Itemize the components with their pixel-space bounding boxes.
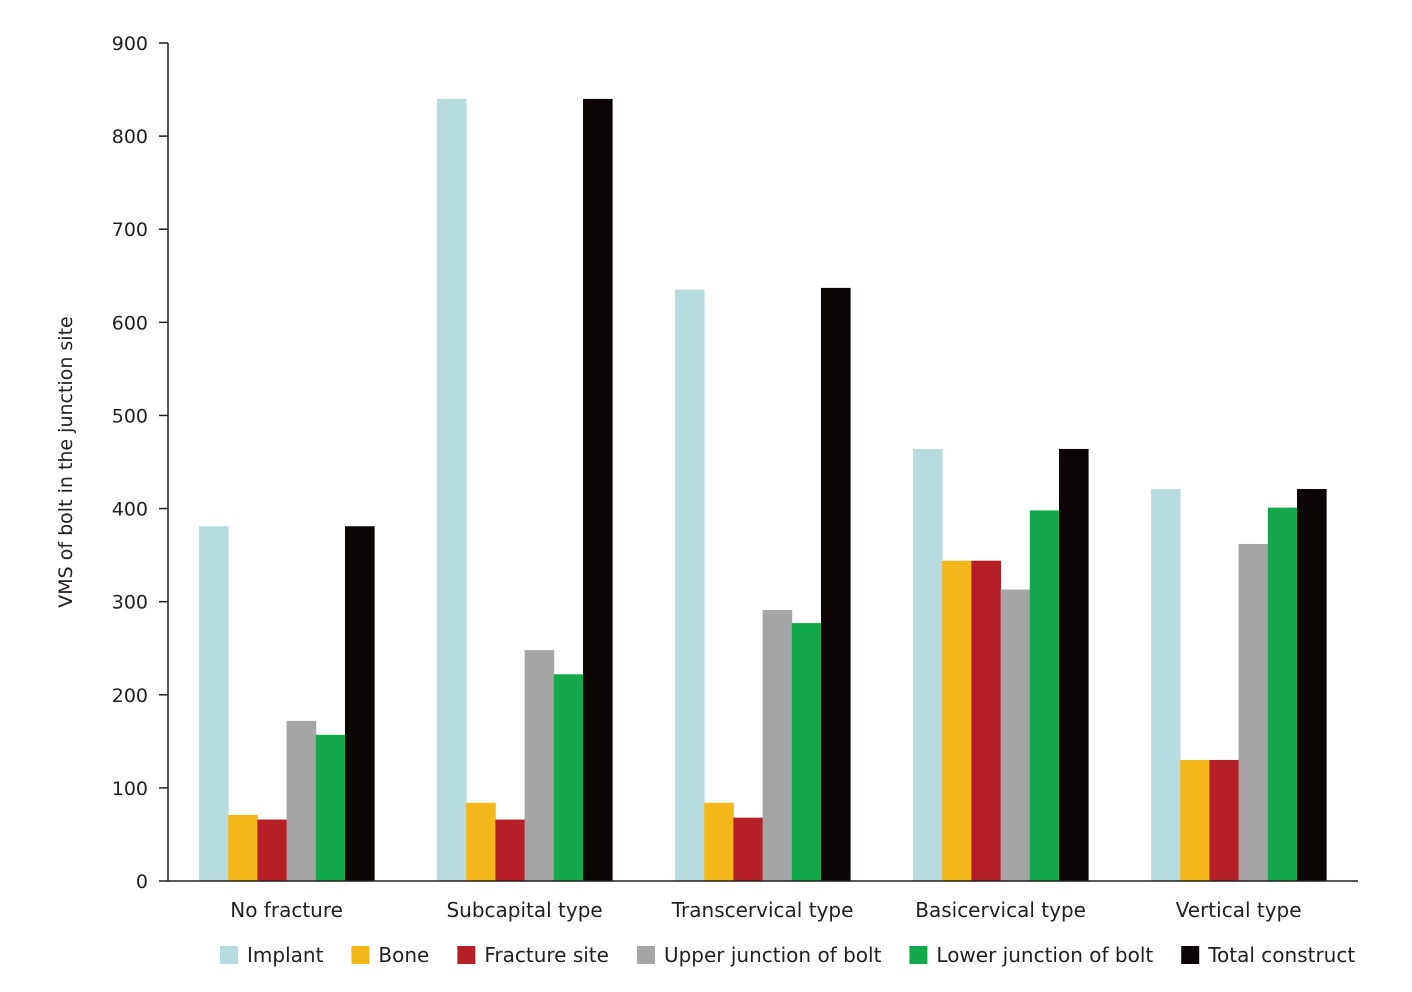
bar-no-fracture-bone (228, 814, 258, 881)
bar-transcervical-type-upper-junction-of-bolt (762, 610, 793, 881)
y-tick-label: 100 (112, 778, 148, 800)
bar-subcapital-type-bone (466, 802, 496, 881)
bar-basicervical-type-bone (942, 560, 972, 881)
bar-vertical-type-total-construct (1297, 489, 1327, 881)
bar-vertical-type-implant (1151, 489, 1181, 881)
legend-label-total-construct: Total construct (1207, 943, 1355, 967)
bar-no-fracture-lower-junction-of-bolt (315, 734, 346, 881)
bar-no-fracture-implant (199, 526, 229, 881)
bar-subcapital-type-lower-junction-of-bolt (553, 674, 584, 881)
bar-transcervical-type-lower-junction-of-bolt (791, 623, 822, 881)
y-tick-label: 400 (112, 499, 148, 521)
axes-layer: No fracture Subcapital type Transcervical … (112, 33, 1358, 922)
x-tick-label: Subcapital type (446, 898, 602, 922)
bar-no-fracture-upper-junction-of-bolt (286, 720, 317, 881)
y-tick-label: 900 (112, 33, 148, 55)
legend-label-lower-junction-of-bolt: Lower junction of bolt (936, 943, 1153, 967)
legend-label-upper-junction-of-bolt: Upper junction of bolt (664, 943, 882, 967)
legend: Implant Bone Fracture site Upper junction o… (220, 943, 1355, 967)
bar-no-fracture-total-construct (345, 526, 375, 881)
legend-swatch-upper-junction-of-bolt (636, 946, 655, 964)
x-tick-label: Vertical type (1176, 898, 1302, 922)
y-axis-label: VMS of bolt in the junction site (55, 316, 77, 607)
x-tick-label: Basicervical type (915, 898, 1086, 922)
y-tick-label: 200 (112, 685, 148, 707)
bar-subcapital-type-implant (437, 98, 467, 882)
bar-subcapital-type-total-construct (583, 98, 613, 882)
bar-basicervical-type-total-construct (1059, 448, 1089, 881)
y-tick-label: 300 (112, 592, 148, 614)
legend-swatch-lower-junction-of-bolt (909, 946, 928, 964)
legend-label-fracture-site: Fracture site (484, 943, 609, 967)
legend-swatch-bone (351, 946, 370, 964)
bar-basicervical-type-fracture-site (971, 560, 1001, 881)
bar-vertical-type-fracture-site (1209, 759, 1239, 881)
y-tick-label: 500 (112, 405, 148, 427)
legend-label-implant: Implant (247, 943, 324, 967)
bar-no-fracture-fracture-site (257, 819, 287, 881)
bar-basicervical-type-lower-junction-of-bolt (1029, 510, 1060, 881)
bar-basicervical-type-upper-junction-of-bolt (1000, 589, 1031, 881)
bar-vertical-type-lower-junction-of-bolt (1267, 507, 1298, 881)
y-tick-label: 800 (112, 126, 148, 148)
bar-basicervical-type-implant (913, 448, 943, 881)
x-tick-label: Transcervical type (671, 898, 854, 922)
y-tick-label: 600 (112, 312, 148, 334)
bar-subcapital-type-fracture-site (495, 819, 525, 881)
bar-transcervical-type-fracture-site (733, 817, 763, 881)
y-tick-label: 0 (136, 871, 148, 893)
bars-layer (199, 98, 1327, 882)
legend-swatch-fracture-site (457, 946, 476, 964)
legend-label-bone: Bone (378, 943, 429, 967)
bar-vertical-type-bone (1180, 759, 1210, 881)
bar-subcapital-type-upper-junction-of-bolt (524, 650, 555, 881)
x-tick-label: No fracture (230, 898, 343, 922)
legend-swatch-implant (220, 946, 238, 964)
bar-transcervical-type-implant (675, 289, 705, 881)
legend-swatch-total-construct (1181, 946, 1200, 964)
y-tick-label: 700 (112, 219, 148, 241)
bar-transcervical-type-bone (704, 802, 734, 881)
bar-transcervical-type-total-construct (821, 287, 851, 881)
bar-vertical-type-upper-junction-of-bolt (1238, 543, 1269, 881)
